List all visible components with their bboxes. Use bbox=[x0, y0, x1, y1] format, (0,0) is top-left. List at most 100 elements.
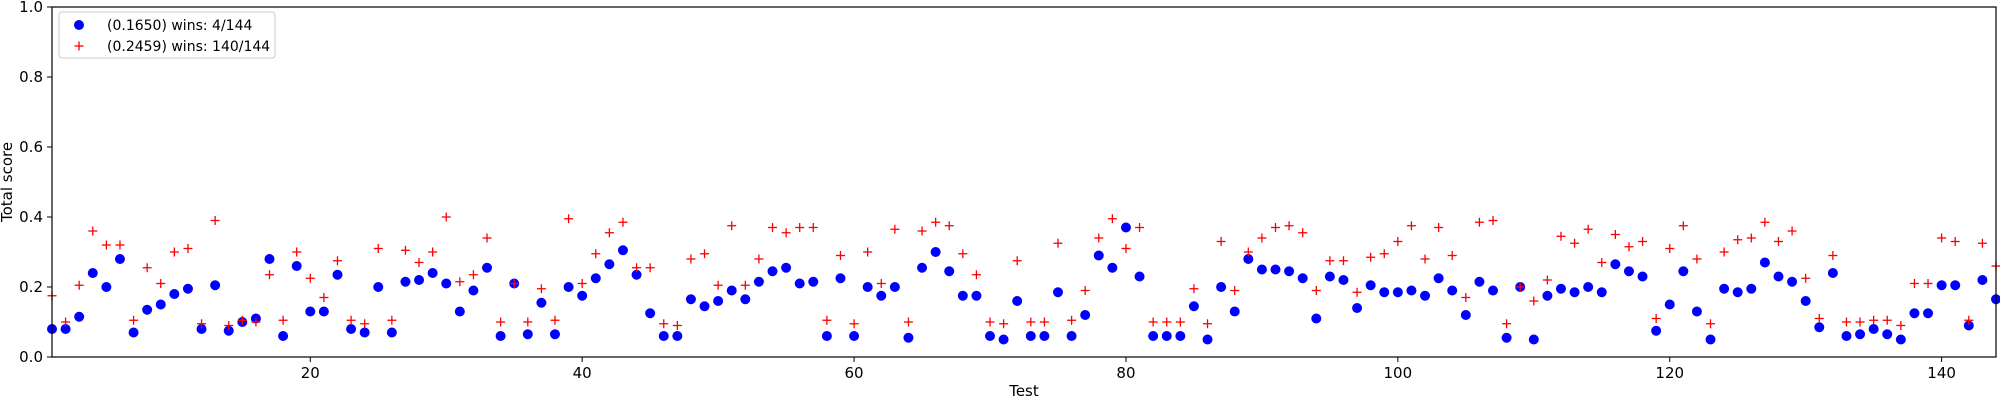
data-point-plus bbox=[890, 224, 900, 234]
data-point-plus bbox=[101, 240, 111, 250]
data-point-circle bbox=[128, 327, 139, 338]
data-point-circle bbox=[889, 282, 900, 292]
x-axis-label: Test bbox=[1008, 382, 1039, 400]
data-point-circle bbox=[1542, 290, 1553, 301]
data-point-circle bbox=[767, 266, 778, 277]
data-point-circle bbox=[1759, 257, 1770, 268]
data-point-plus bbox=[61, 317, 71, 327]
data-point-plus bbox=[632, 263, 642, 273]
data-point-plus bbox=[1624, 242, 1634, 252]
data-point-plus bbox=[604, 228, 614, 238]
data-point-circle bbox=[305, 306, 316, 317]
data-point-circle bbox=[196, 324, 207, 334]
data-point-plus bbox=[1828, 251, 1838, 260]
data-point-circle bbox=[1052, 287, 1063, 298]
data-point-plus bbox=[1556, 231, 1566, 241]
data-point-circle bbox=[1188, 301, 1199, 312]
data-point-plus bbox=[1570, 238, 1580, 248]
data-point-plus bbox=[156, 279, 166, 288]
y-tick-label: 0.8 bbox=[19, 68, 43, 86]
data-point-plus bbox=[1909, 279, 1919, 288]
data-point-plus bbox=[931, 217, 941, 227]
data-point-plus bbox=[1977, 238, 1987, 248]
data-point-plus bbox=[1937, 233, 1947, 243]
data-point-circle bbox=[1433, 273, 1444, 284]
data-point-circle bbox=[1311, 313, 1322, 324]
data-point-circle bbox=[1202, 334, 1213, 345]
data-point-plus bbox=[944, 221, 954, 231]
data-point-plus bbox=[686, 254, 696, 264]
y-tick-label: 0.4 bbox=[19, 208, 43, 226]
data-point-circle bbox=[223, 325, 234, 336]
data-point-plus bbox=[1284, 221, 1294, 231]
data-point-circle bbox=[971, 290, 982, 301]
data-point-plus bbox=[1964, 315, 1974, 325]
data-point-circle bbox=[74, 311, 85, 322]
data-point-plus bbox=[1706, 319, 1716, 329]
x-tick-label: 120 bbox=[1655, 364, 1684, 382]
y-tick-label: 0.6 bbox=[19, 138, 43, 156]
data-point-circle bbox=[808, 276, 819, 287]
data-point-circle bbox=[1080, 310, 1091, 320]
data-point-plus bbox=[428, 247, 438, 257]
data-point-plus bbox=[536, 284, 546, 294]
data-point-circle bbox=[1324, 271, 1335, 282]
legend-entry: (0.2459) wins: 140/144 bbox=[107, 39, 270, 55]
data-point-plus bbox=[1189, 284, 1199, 294]
data-point-plus bbox=[305, 273, 315, 283]
data-point-plus bbox=[1882, 315, 1892, 325]
data-points bbox=[47, 212, 2000, 345]
legend-marker-circle bbox=[74, 20, 84, 30]
data-point-circle bbox=[631, 269, 642, 280]
data-point-plus bbox=[183, 244, 193, 253]
data-point-circle bbox=[1501, 332, 1512, 343]
data-point-plus bbox=[1338, 256, 1348, 266]
plot-frame bbox=[51, 6, 1997, 358]
data-point-circle bbox=[1474, 276, 1485, 287]
data-point-circle bbox=[414, 275, 425, 285]
legend-box bbox=[58, 11, 276, 59]
data-point-circle bbox=[1855, 329, 1866, 340]
legend: (0.1650) wins: 4/144 (0.2459) wins: 140/… bbox=[58, 11, 276, 59]
y-tick-label: 0.2 bbox=[19, 278, 43, 296]
data-point-plus bbox=[332, 256, 342, 266]
data-point-plus bbox=[129, 315, 139, 325]
data-point-plus bbox=[727, 221, 737, 231]
data-point-plus bbox=[1773, 237, 1783, 246]
data-point-plus bbox=[740, 280, 750, 290]
data-point-circle bbox=[1651, 325, 1662, 336]
data-point-circle bbox=[604, 259, 615, 270]
y-axis: 0.0 0.2 0.4 0.6 0.8 1.0 bbox=[19, 0, 52, 366]
data-point-plus bbox=[1379, 249, 1389, 259]
data-point-plus bbox=[1230, 286, 1240, 295]
data-point-plus bbox=[1529, 296, 1539, 306]
data-point-circle bbox=[753, 276, 764, 287]
legend-marker-plus bbox=[74, 41, 84, 51]
data-point-circle bbox=[1909, 308, 1920, 319]
data-point-circle bbox=[1800, 296, 1811, 306]
data-point-circle bbox=[1392, 287, 1403, 298]
data-point-circle bbox=[264, 254, 275, 264]
data-point-circle bbox=[169, 289, 180, 299]
data-point-circle bbox=[522, 329, 533, 340]
data-point-plus bbox=[1162, 317, 1172, 327]
data-point-circle bbox=[699, 301, 710, 312]
data-point-plus bbox=[1243, 247, 1253, 257]
data-point-plus bbox=[849, 319, 859, 329]
data-point-circle bbox=[60, 324, 71, 334]
data-point-circle bbox=[1352, 303, 1363, 313]
data-point-circle bbox=[182, 283, 193, 294]
data-point-circle bbox=[1025, 331, 1036, 341]
data-point-plus bbox=[1080, 286, 1090, 295]
data-point-plus bbox=[700, 249, 710, 259]
data-point-plus bbox=[1352, 287, 1362, 297]
data-point-circle bbox=[1216, 282, 1227, 292]
x-tick-label: 20 bbox=[301, 364, 320, 382]
data-point-circle bbox=[291, 261, 302, 271]
data-point-circle bbox=[1787, 276, 1798, 287]
data-point-circle bbox=[781, 262, 792, 273]
data-point-circle bbox=[658, 331, 669, 341]
data-point-circle bbox=[468, 285, 479, 296]
data-point-circle bbox=[1528, 334, 1539, 345]
